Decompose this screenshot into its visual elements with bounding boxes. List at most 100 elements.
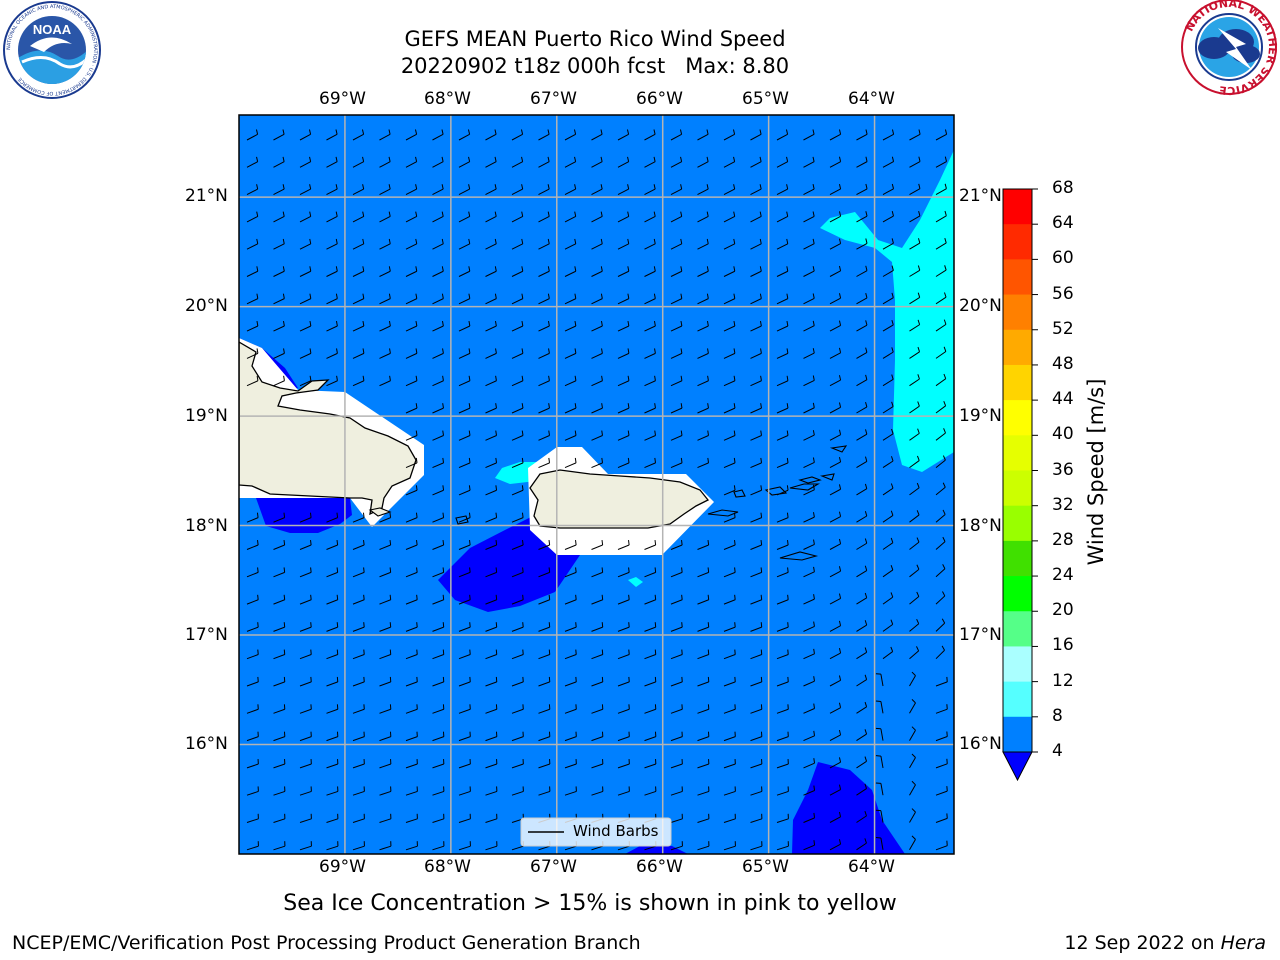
wind-barb <box>935 183 947 196</box>
wind-barb <box>591 539 604 550</box>
wind-barb <box>697 539 710 550</box>
land-st-croix <box>779 551 819 561</box>
wind-barb <box>405 403 418 414</box>
wind-barb <box>776 622 789 632</box>
wind-barb <box>776 184 789 196</box>
wind-barb <box>723 594 736 605</box>
lat-tick-right-16: 16°N <box>959 734 1002 754</box>
wind-barb <box>458 266 471 277</box>
colorbar-tick-label: 68 <box>1052 178 1074 198</box>
colorbar-tick-label: 32 <box>1052 494 1074 515</box>
land-bvi-1 <box>789 483 820 491</box>
wind-barb <box>379 211 391 223</box>
wind-barb <box>750 485 763 496</box>
wind-barb <box>564 594 577 605</box>
wind-barb <box>405 211 418 223</box>
wind-barb <box>326 375 338 387</box>
wind-barb <box>935 536 946 550</box>
wind-barb <box>935 840 948 851</box>
sea-ice-note-text: Sea Ice Concentration > 15% is shown in … <box>283 891 897 916</box>
wind-barb <box>617 320 630 332</box>
wind-barb <box>273 512 286 523</box>
lon-tick-bottom-65: 65°W <box>742 857 789 877</box>
lat-tick-right-21: 21°N <box>959 186 1002 206</box>
wind-barb <box>909 726 916 741</box>
wind-barb <box>875 782 884 796</box>
wind-barb <box>352 184 365 196</box>
wind-barb <box>750 649 763 660</box>
wind-barb <box>538 375 550 387</box>
wind-barb <box>246 539 259 550</box>
wind-barb <box>697 320 709 332</box>
wind-barb <box>882 592 894 605</box>
wind-barb <box>432 731 445 742</box>
wind-barb <box>776 129 789 141</box>
colorbar-tick-label: 56 <box>1052 283 1074 304</box>
wind-barb <box>750 594 763 605</box>
wind-barb <box>273 539 286 550</box>
wind-barb <box>432 293 444 305</box>
land-culebra <box>733 489 746 498</box>
wind-barb <box>803 812 816 823</box>
wind-barb <box>246 813 259 823</box>
wind-barb <box>273 786 286 796</box>
wind-barb <box>617 731 630 742</box>
wind-barb <box>935 786 948 796</box>
wind-barb <box>485 184 497 196</box>
wind-barb <box>856 538 868 550</box>
wind-barb <box>723 786 736 796</box>
wind-barb <box>458 238 471 250</box>
wind-barb <box>273 676 286 687</box>
wind-barb <box>617 594 630 605</box>
wind-barb <box>458 567 471 578</box>
wind-barb <box>485 403 497 414</box>
wind-barb <box>882 129 895 141</box>
wind-barb <box>432 813 445 823</box>
colorbar-tick-label: 44 <box>1052 389 1074 410</box>
wind-barb <box>352 129 365 141</box>
wind-barb <box>352 539 365 550</box>
wind-barb <box>776 594 789 605</box>
wind-barb <box>352 375 365 387</box>
wind-barb <box>935 731 948 742</box>
wind-barb <box>326 704 339 714</box>
wind-barb <box>405 430 418 441</box>
colorbar-segment <box>1003 435 1032 471</box>
wind-barb <box>670 704 683 714</box>
wind-barb <box>750 238 762 250</box>
wind-barb <box>670 375 683 387</box>
wind-barb <box>670 649 683 660</box>
wind-barb <box>564 567 577 578</box>
lat-tick-right-19: 19°N <box>959 406 1002 426</box>
colorbar-tick-label: 4 <box>1052 741 1063 761</box>
wind-barb <box>458 594 471 605</box>
colorbar-tick-label: 40 <box>1052 424 1074 445</box>
land-hispaniola <box>239 341 417 516</box>
wind-barb <box>485 430 497 441</box>
lat-tick-left-21: 21°N <box>185 186 228 206</box>
wind-barb <box>432 786 445 796</box>
wind-barb <box>432 567 445 578</box>
colorbar-segment <box>1003 611 1032 647</box>
wind-barb <box>875 837 884 850</box>
wind-barb <box>458 539 471 550</box>
wind-barb <box>326 731 339 742</box>
wind-barb <box>564 622 577 632</box>
wind-barb <box>511 786 524 796</box>
wind-barb <box>379 129 391 141</box>
wind-barb <box>246 567 259 578</box>
land-vieques <box>707 509 739 517</box>
wind-barb <box>617 403 630 414</box>
wind-barb <box>299 594 312 605</box>
colorbar-under-triangle <box>1002 751 1033 782</box>
wind-barb <box>485 567 498 578</box>
wind-barb <box>432 594 445 605</box>
wind-barb <box>856 701 868 714</box>
wind-barb <box>299 211 312 223</box>
wind-barb <box>935 618 946 632</box>
wind-contour-under-4-southeast <box>792 762 905 854</box>
lat-tick-left-17: 17°N <box>185 625 228 645</box>
wind-barb <box>909 753 916 769</box>
wind-barb <box>723 238 736 250</box>
wind-barb <box>352 813 365 823</box>
